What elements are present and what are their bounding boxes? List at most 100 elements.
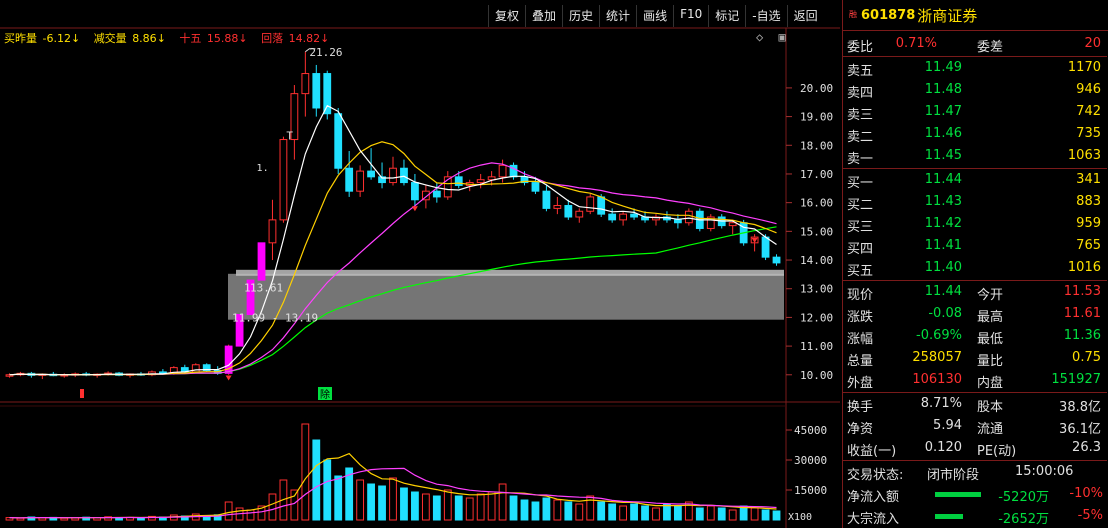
price-axis-label: 19.00 (800, 111, 833, 124)
buy-arrow-icon (411, 206, 418, 212)
ask-volume: 1063 (1067, 148, 1101, 163)
volume-bar (465, 497, 474, 521)
volume-axis-label: 45000 (794, 424, 827, 437)
fund-label: 流通 (977, 422, 1004, 437)
volume-unit-label: X100 (788, 512, 812, 523)
toolbar-draw-line-button[interactable]: 画线 (636, 5, 673, 27)
indicator-label-3: 十五 (179, 32, 202, 45)
bid-row: 买四 11.41 765 (843, 235, 1107, 257)
price-axis-label: 16.00 (800, 197, 833, 210)
volume-bar (553, 499, 562, 521)
volume-bar (542, 497, 551, 521)
toolbar-f10-button[interactable]: F10 (673, 5, 708, 27)
diamond-icon[interactable]: ◇ (756, 30, 764, 44)
chart-controls: ◇ ▣ (748, 30, 786, 44)
stat-label: 最高 (977, 310, 1004, 325)
panel-divider (843, 168, 1107, 169)
volume-bar (695, 507, 704, 521)
volume-bar (257, 505, 266, 521)
toolbar-stats-button[interactable]: 统计 (599, 5, 636, 27)
volume-bar (772, 510, 781, 521)
fund-row: 收益(一) 0.120 PE(动) 26.3 (843, 437, 1107, 459)
price-axis-label: 15.00 (800, 225, 833, 238)
fund-value: 26.3 (1072, 440, 1101, 455)
volume-axis-label: 15000 (794, 484, 827, 497)
kline-chart[interactable]: 20.00 19.00 18.00 17.00 16.00 15.00 14.00 13.00… (0, 0, 840, 528)
price-gap-band-top (236, 269, 784, 276)
stat-label: 涨幅 (847, 332, 874, 347)
volume-bar (290, 489, 299, 521)
toolbar-mark-button[interactable]: 标记 (708, 5, 745, 27)
bid-row: 买一 11.44 341 (843, 169, 1107, 191)
price-axis-label: 11.00 (800, 340, 833, 353)
volume-bar (586, 495, 595, 521)
fund-label: 收益(一) (847, 444, 897, 459)
band-label-a: 1 (244, 282, 251, 295)
candle-body (531, 182, 540, 192)
toolbar-fuquan-button[interactable]: 复权 (488, 5, 525, 27)
toolbar-back-button[interactable]: 返回 (786, 5, 824, 27)
ma20-line (9, 162, 777, 376)
stat-label: 现价 (847, 288, 874, 303)
ask-label: 卖一 (847, 152, 874, 167)
toolbar-add-watchlist-button[interactable]: -自选 (745, 5, 786, 27)
volume-bar (323, 459, 332, 521)
big-inflow-row: 大宗流入 -2652万 -5% (843, 505, 1107, 527)
volume-bar (509, 495, 518, 521)
ask-price: 11.45 (924, 148, 962, 163)
candle-body (728, 222, 737, 227)
high-price-pointer (305, 48, 316, 53)
stat-label: 量比 (977, 354, 1004, 369)
volume-bar (652, 507, 660, 521)
stat-value: 0.75 (1072, 350, 1101, 365)
candle-body (312, 73, 321, 109)
volume-bar (443, 489, 452, 521)
weicha-label: 委差 (977, 40, 1004, 55)
candle-body (597, 196, 606, 215)
volume-bar (761, 509, 770, 521)
high-price-annotation: 21.26 (309, 46, 342, 59)
volume-bar (531, 501, 540, 521)
trade-time: 15:00:06 (1015, 464, 1074, 479)
weicha-value: 20 (1084, 36, 1101, 51)
stat-row: 涨幅 -0.69% 最低 11.36 (843, 325, 1107, 347)
stat-label: 总量 (847, 354, 874, 369)
stat-label: 涨跌 (847, 310, 874, 325)
ask-row: 卖一 11.45 1063 (843, 145, 1107, 167)
volume-bar (60, 517, 69, 521)
volume-bar (520, 499, 529, 521)
toolbar-history-button[interactable]: 历史 (562, 5, 599, 27)
fund-value: 0.120 (924, 440, 962, 455)
bid-label: 买三 (847, 220, 874, 235)
net-inflow-label: 净流入额 (847, 490, 900, 505)
kline-chart-area[interactable]: 20.00 19.00 18.00 17.00 16.00 15.00 14.00 13.00… (0, 0, 840, 528)
volume-bar (389, 477, 397, 521)
fund-row: 净资 5.94 流通 36.1亿 (843, 415, 1107, 437)
volume-bar (663, 503, 671, 521)
big-inflow-label: 大宗流入 (847, 512, 900, 527)
settings-icon[interactable]: ▣ (778, 30, 786, 44)
volume-bar (684, 501, 693, 521)
bid-volume: 1016 (1067, 260, 1101, 275)
volume-bar (268, 493, 277, 521)
indicator-value-3: 15.88↓ (206, 32, 248, 45)
trade-status-value: 闭市阶段 (927, 468, 980, 483)
candle-body (674, 219, 682, 224)
volume-bar (378, 485, 386, 521)
toolbar-overlay-button[interactable]: 叠加 (525, 5, 562, 27)
ask-label: 卖五 (847, 64, 874, 79)
volume-bar (608, 503, 617, 521)
volume-bar (334, 475, 343, 521)
volume-bar (246, 509, 255, 521)
volume-bar (432, 495, 441, 521)
candle-body (706, 216, 715, 229)
fund-value: 38.8亿 (1059, 400, 1101, 415)
stat-value: -0.08 (928, 306, 962, 321)
stat-row: 涨跌 -0.08 最高 11.61 (843, 303, 1107, 325)
price-axis-label: 17.00 (800, 168, 833, 181)
bid-price: 11.44 (924, 172, 962, 187)
ex-rights-marker-text: 除 (320, 388, 330, 401)
t-marker: T (286, 130, 293, 143)
ma5-line (9, 104, 777, 376)
fund-value: 5.94 (933, 418, 962, 433)
